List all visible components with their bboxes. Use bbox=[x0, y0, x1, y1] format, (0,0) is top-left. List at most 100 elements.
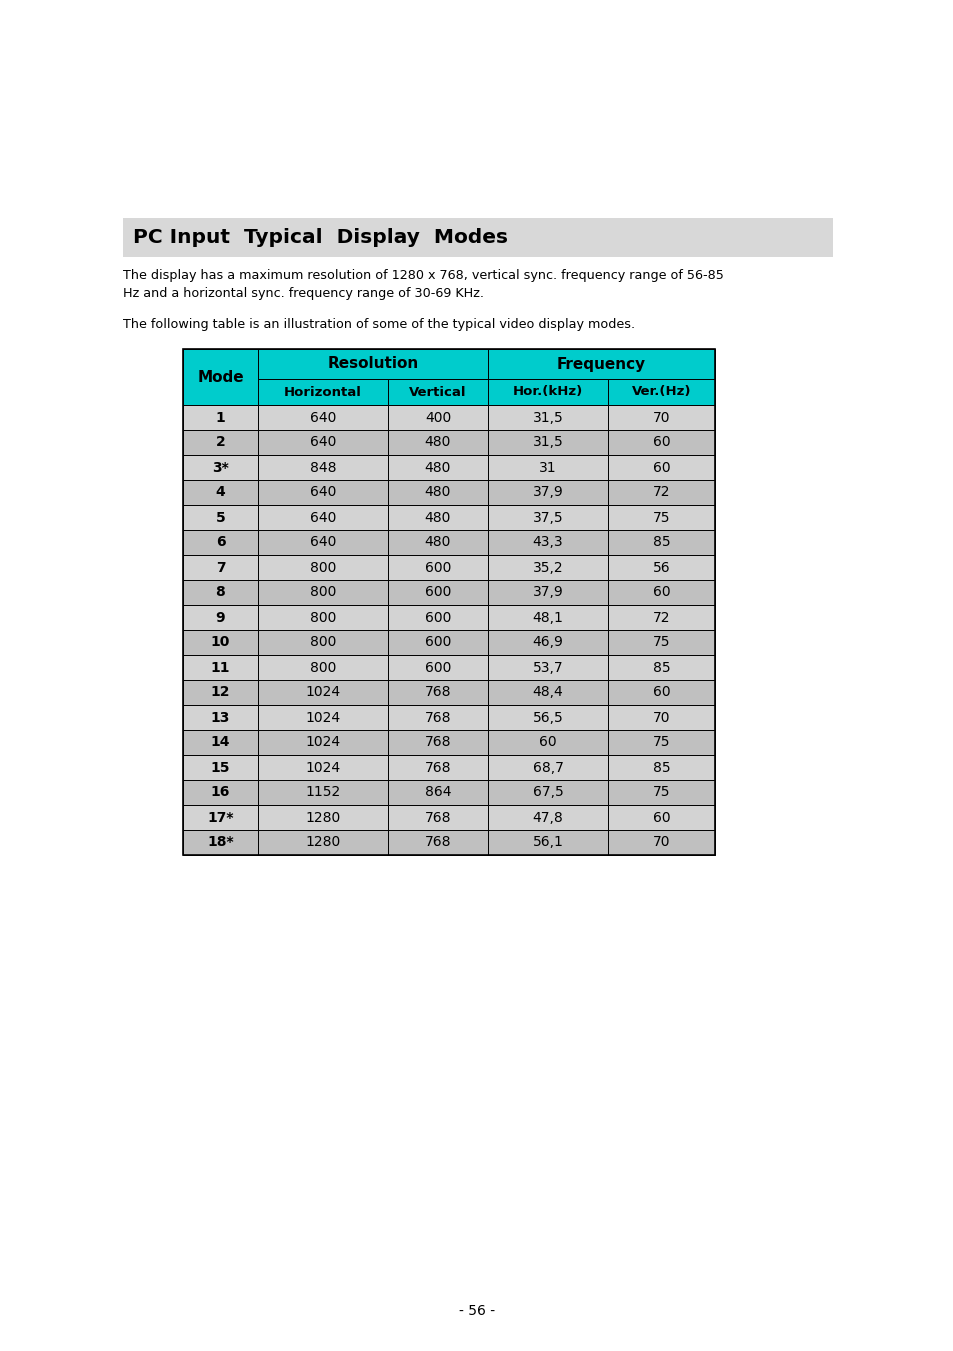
Text: 640: 640 bbox=[310, 535, 335, 550]
Bar bbox=[257, 505, 388, 530]
Text: 400: 400 bbox=[424, 411, 451, 424]
Bar bbox=[388, 580, 488, 605]
Text: 13: 13 bbox=[211, 711, 230, 724]
Text: 768: 768 bbox=[424, 761, 451, 774]
Bar bbox=[183, 780, 257, 805]
Bar bbox=[607, 405, 714, 430]
Text: 72: 72 bbox=[652, 611, 670, 624]
Bar bbox=[388, 530, 488, 555]
Text: 768: 768 bbox=[424, 835, 451, 850]
Bar bbox=[183, 630, 257, 655]
Bar bbox=[257, 630, 388, 655]
Text: 15: 15 bbox=[211, 761, 230, 774]
Bar bbox=[257, 780, 388, 805]
Bar bbox=[488, 780, 607, 805]
Bar bbox=[488, 555, 607, 580]
Bar bbox=[183, 349, 714, 855]
Text: 640: 640 bbox=[310, 485, 335, 500]
Bar bbox=[257, 455, 388, 480]
Text: PC Input  Typical  Display  Modes: PC Input Typical Display Modes bbox=[132, 228, 507, 247]
Text: 11: 11 bbox=[211, 661, 230, 674]
Text: 35,2: 35,2 bbox=[532, 561, 562, 574]
Text: 56: 56 bbox=[652, 561, 670, 574]
Bar bbox=[388, 430, 488, 455]
Text: 37,5: 37,5 bbox=[532, 511, 562, 524]
Text: 85: 85 bbox=[652, 535, 670, 550]
Text: 480: 480 bbox=[424, 485, 451, 500]
Bar bbox=[183, 580, 257, 605]
Text: 75: 75 bbox=[652, 635, 670, 650]
Bar bbox=[388, 555, 488, 580]
Text: 5: 5 bbox=[215, 511, 225, 524]
Text: 600: 600 bbox=[424, 585, 451, 600]
Text: 16: 16 bbox=[211, 785, 230, 800]
Bar bbox=[388, 605, 488, 630]
Text: 67,5: 67,5 bbox=[532, 785, 563, 800]
Bar bbox=[257, 405, 388, 430]
Bar bbox=[488, 755, 607, 780]
Bar bbox=[607, 505, 714, 530]
Text: 46,9: 46,9 bbox=[532, 635, 563, 650]
Text: 4: 4 bbox=[215, 485, 225, 500]
Bar bbox=[607, 680, 714, 705]
Text: 75: 75 bbox=[652, 735, 670, 750]
Bar bbox=[183, 480, 257, 505]
Bar bbox=[607, 555, 714, 580]
Text: 800: 800 bbox=[310, 611, 335, 624]
Bar bbox=[488, 380, 607, 405]
Bar bbox=[257, 730, 388, 755]
Text: 31,5: 31,5 bbox=[532, 411, 563, 424]
Bar bbox=[488, 630, 607, 655]
Text: 1152: 1152 bbox=[305, 785, 340, 800]
Text: 18*: 18* bbox=[207, 835, 233, 850]
Text: 3*: 3* bbox=[212, 461, 229, 474]
Text: 768: 768 bbox=[424, 711, 451, 724]
Bar bbox=[183, 655, 257, 680]
Bar bbox=[388, 680, 488, 705]
Text: 56,5: 56,5 bbox=[532, 711, 563, 724]
Text: Mode: Mode bbox=[197, 370, 244, 385]
Bar bbox=[257, 480, 388, 505]
Text: 43,3: 43,3 bbox=[532, 535, 562, 550]
Bar bbox=[388, 730, 488, 755]
Bar bbox=[488, 605, 607, 630]
Bar bbox=[183, 755, 257, 780]
Bar bbox=[257, 830, 388, 855]
Text: 70: 70 bbox=[652, 711, 670, 724]
Bar bbox=[388, 505, 488, 530]
Text: 70: 70 bbox=[652, 835, 670, 850]
Text: 9: 9 bbox=[215, 611, 225, 624]
Text: 12: 12 bbox=[211, 685, 230, 700]
Text: Ver.(Hz): Ver.(Hz) bbox=[631, 385, 691, 399]
Text: 480: 480 bbox=[424, 435, 451, 450]
Bar bbox=[257, 655, 388, 680]
Text: 640: 640 bbox=[310, 511, 335, 524]
Bar bbox=[607, 380, 714, 405]
Bar bbox=[388, 830, 488, 855]
Bar bbox=[607, 705, 714, 730]
Text: 10: 10 bbox=[211, 635, 230, 650]
Bar bbox=[488, 705, 607, 730]
Text: 640: 640 bbox=[310, 411, 335, 424]
Bar bbox=[183, 705, 257, 730]
Bar bbox=[257, 680, 388, 705]
Text: 8: 8 bbox=[215, 585, 225, 600]
Text: 800: 800 bbox=[310, 661, 335, 674]
Text: Frequency: Frequency bbox=[557, 357, 645, 372]
Bar bbox=[488, 349, 714, 380]
Text: 7: 7 bbox=[215, 561, 225, 574]
Bar bbox=[257, 430, 388, 455]
Bar bbox=[607, 805, 714, 830]
Bar bbox=[388, 805, 488, 830]
Bar bbox=[257, 805, 388, 830]
Text: 600: 600 bbox=[424, 635, 451, 650]
Text: 800: 800 bbox=[310, 635, 335, 650]
Text: 75: 75 bbox=[652, 511, 670, 524]
Bar bbox=[183, 530, 257, 555]
Bar bbox=[183, 605, 257, 630]
Bar bbox=[488, 580, 607, 605]
Text: 600: 600 bbox=[424, 611, 451, 624]
Text: 1024: 1024 bbox=[305, 685, 340, 700]
Bar bbox=[488, 680, 607, 705]
Text: 480: 480 bbox=[424, 511, 451, 524]
